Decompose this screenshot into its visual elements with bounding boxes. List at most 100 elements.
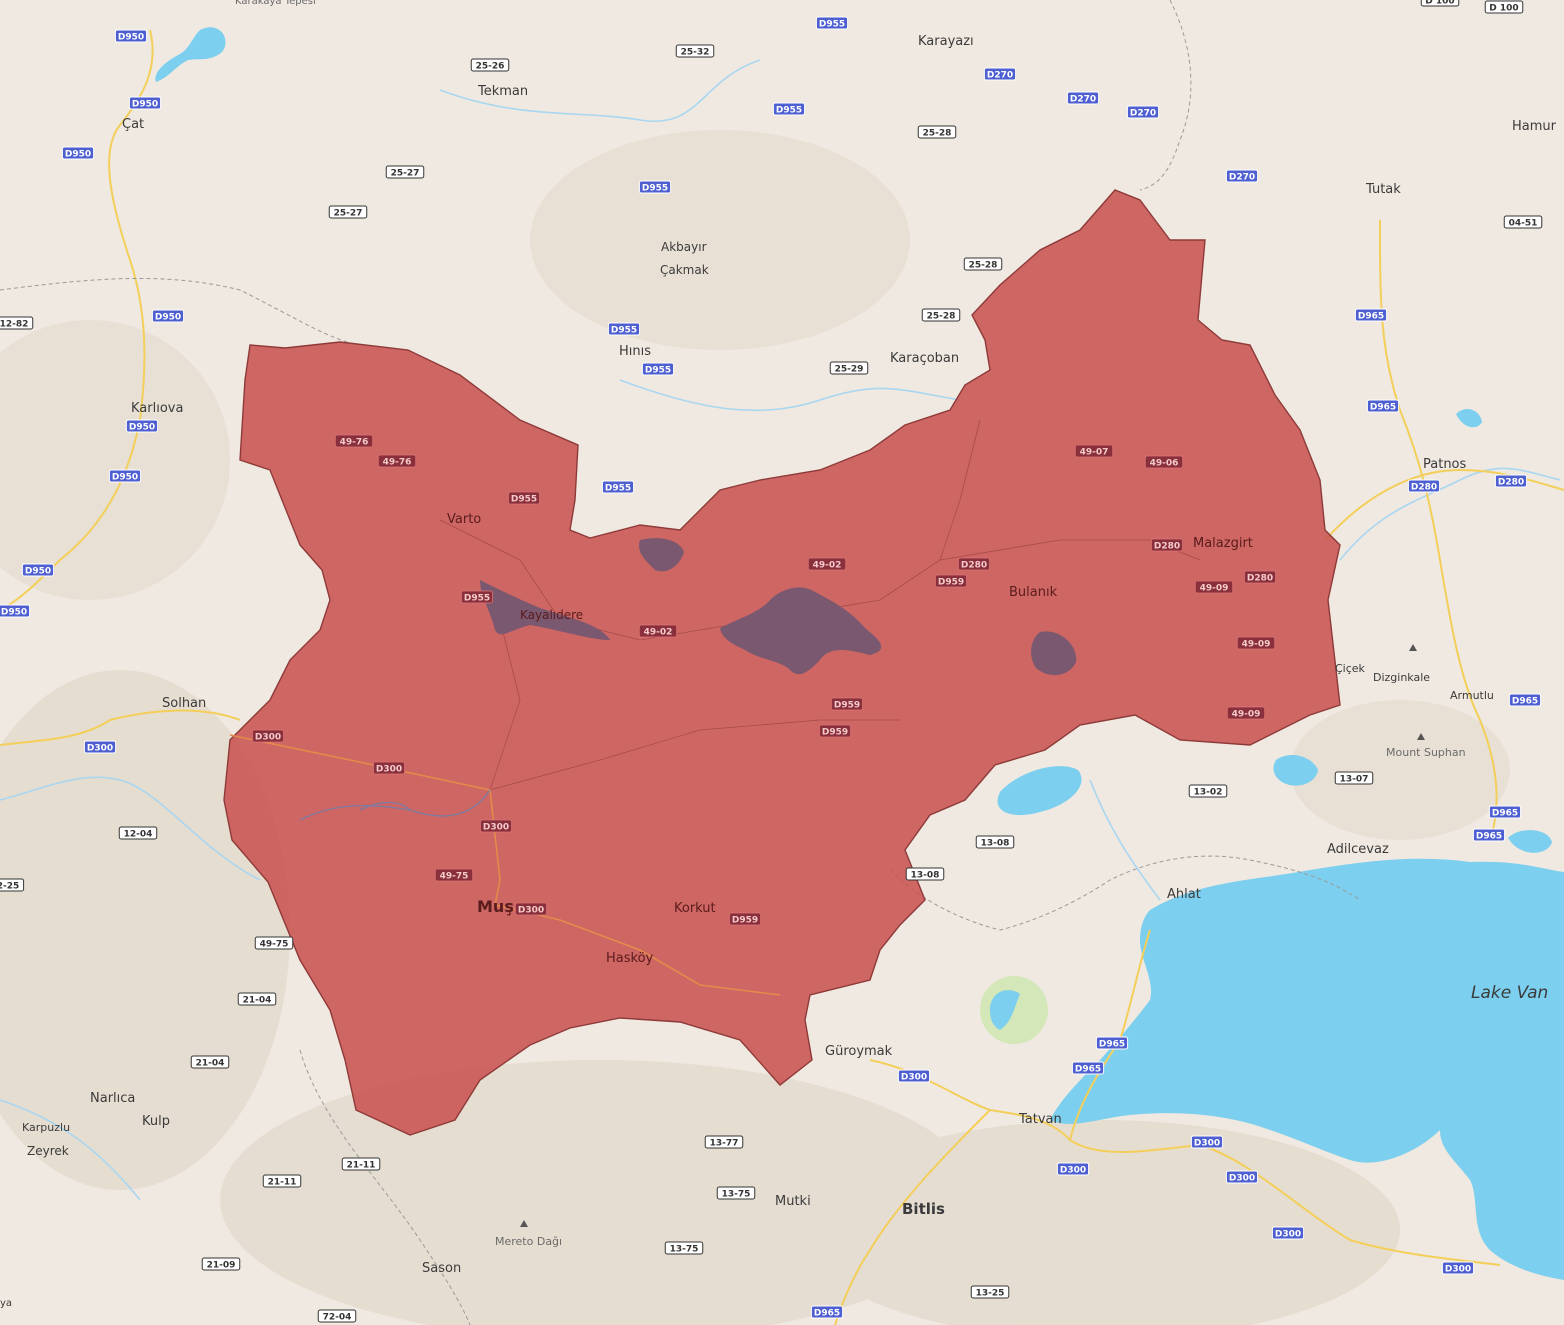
svg-text:13-77: 13-77 <box>710 1139 739 1149</box>
svg-text:25-28: 25-28 <box>923 129 952 139</box>
place-label-adilcevaz: Adilcevaz <box>1327 842 1389 857</box>
roads <box>0 29 1564 1325</box>
road-shield-r2104-a: 21-04 <box>237 992 277 1006</box>
place-label-lake-van: Lake Van <box>1471 983 1548 1003</box>
svg-text:D955: D955 <box>776 106 802 116</box>
province-region[interactable] <box>223 189 1341 1136</box>
svg-text:49-02: 49-02 <box>644 628 673 638</box>
road-shield-d955-r: D955 <box>507 491 540 505</box>
svg-text:D950: D950 <box>132 100 158 110</box>
svg-text:49-76: 49-76 <box>340 438 369 448</box>
road-shield-d950-g: D950 <box>21 563 55 577</box>
road-shield-r2111-b: 21-11 <box>262 1174 302 1188</box>
road-shield-r0451: 04-51 <box>1503 215 1543 229</box>
road-shield-r1375-a: 13-75 <box>716 1186 756 1200</box>
svg-text:12-82: 12-82 <box>0 320 28 330</box>
place-label-dizginkale: Dizginkale <box>1373 671 1430 684</box>
svg-text:13-25: 13-25 <box>976 1289 1005 1299</box>
svg-text:D280: D280 <box>1498 478 1524 488</box>
place-label-varto: Varto <box>447 512 481 527</box>
svg-text:49-76: 49-76 <box>383 458 412 468</box>
svg-text:25-28: 25-28 <box>969 261 998 271</box>
road-shield-r4909-b: 49-09 <box>1236 636 1276 650</box>
svg-text:D300: D300 <box>483 823 509 833</box>
road-shield-d965-f: D965 <box>1095 1036 1129 1050</box>
place-label-kulp: Kulp <box>142 1114 170 1129</box>
road-shield-d965-b: D965 <box>1366 399 1400 413</box>
place-label-karakaya: Karakaya Tepesi <box>235 0 316 7</box>
svg-text:25-26: 25-26 <box>476 62 505 72</box>
road-shield-r2528-b: 25-28 <box>963 257 1003 271</box>
road-shield-d965-e: D965 <box>1472 828 1506 842</box>
road-shield-r4907: 49-07 <box>1074 444 1114 458</box>
place-label-hamur: Hamur <box>1512 119 1557 134</box>
svg-text:D300: D300 <box>901 1073 927 1083</box>
road-shield-d270-b: D270 <box>1066 91 1100 105</box>
svg-text:21-09: 21-09 <box>207 1261 236 1271</box>
svg-text:D950: D950 <box>25 567 51 577</box>
svg-text:72-04: 72-04 <box>323 1313 352 1323</box>
road-shield-d280-r2: D280 <box>1151 538 1184 552</box>
svg-text:D950: D950 <box>129 423 155 433</box>
road-shield-r2104-b: 21-04 <box>190 1055 230 1069</box>
svg-text:13-75: 13-75 <box>670 1245 699 1255</box>
road-shield-d300-e: D300 <box>1225 1170 1259 1184</box>
road-shield-d965-g: D965 <box>1071 1061 1105 1075</box>
place-label-cakmak: Çakmak <box>660 263 709 277</box>
murat-river <box>299 789 491 821</box>
svg-text:04-51: 04-51 <box>1509 219 1538 229</box>
svg-text:D 100: D 100 <box>1489 4 1518 14</box>
place-label-kayalidere: Kayalıdere <box>520 608 583 622</box>
place-label-akbayir: Akbayır <box>661 240 707 254</box>
road-shield-r1375-b: 13-75 <box>664 1241 704 1255</box>
road-shield-r1325: 13-25 <box>970 1285 1010 1299</box>
svg-text:2-25: 2-25 <box>0 882 19 892</box>
svg-text:21-11: 21-11 <box>347 1161 376 1171</box>
road-shield-d959-c: D959 <box>819 724 852 738</box>
svg-text:D 100: D 100 <box>1425 0 1454 7</box>
road-shield-d270-a: D270 <box>983 67 1017 81</box>
svg-text:D955: D955 <box>511 495 537 505</box>
road-shield-r1302: 13-02 <box>1188 784 1228 798</box>
road-shield-r4909-c: 49-09 <box>1226 706 1266 720</box>
svg-text:D955: D955 <box>819 20 845 30</box>
place-label-zeyrek: Zeyrek <box>27 1144 69 1158</box>
svg-text:25-27: 25-27 <box>334 209 363 219</box>
svg-text:25-32: 25-32 <box>681 48 710 58</box>
road-shield-d300-r2: D300 <box>372 761 405 775</box>
place-label-cicek: Çiçek <box>1335 662 1366 675</box>
svg-text:49-07: 49-07 <box>1080 448 1109 458</box>
mountain-peak-icon <box>520 1220 528 1227</box>
svg-text:D959: D959 <box>822 728 848 738</box>
svg-text:21-04: 21-04 <box>243 996 272 1006</box>
road-shield-r2527-a: 25-27 <box>385 165 425 179</box>
svg-text:49-75: 49-75 <box>260 940 289 950</box>
svg-text:D965: D965 <box>814 1309 840 1319</box>
svg-text:D965: D965 <box>1075 1065 1101 1075</box>
road-shield-d955-c: D955 <box>638 180 672 194</box>
svg-text:D965: D965 <box>1492 809 1518 819</box>
svg-text:49-09: 49-09 <box>1242 640 1271 650</box>
road-shield-d300-g: D300 <box>1441 1261 1475 1275</box>
place-label-hinis: Hınıs <box>619 344 651 359</box>
road-shield-d280-b: D280 <box>1494 474 1528 488</box>
road-shield-d300-c: D300 <box>1190 1135 1224 1149</box>
svg-text:25-29: 25-29 <box>835 365 864 375</box>
road-shield-d955-a: D955 <box>815 16 849 30</box>
place-label-malazgirt: Malazgirt <box>1193 536 1253 551</box>
svg-text:D959: D959 <box>834 701 860 711</box>
mountain-peak-icon <box>1409 644 1417 651</box>
road-shield-r4902-a: 49-02 <box>807 557 847 571</box>
svg-text:D300: D300 <box>1445 1265 1471 1275</box>
road-shield-d950-b: D950 <box>128 96 162 110</box>
road-shield-r4906: 49-06 <box>1144 455 1184 469</box>
road-shield-d955-b: D955 <box>772 102 806 116</box>
svg-text:D950: D950 <box>118 33 144 43</box>
svg-text:21-11: 21-11 <box>268 1178 297 1188</box>
road-shield-r1308-a: 13-08 <box>975 835 1015 849</box>
road-shield-d270-c: D270 <box>1126 105 1160 119</box>
rivers <box>0 59 1561 1201</box>
svg-text:D270: D270 <box>1229 173 1255 183</box>
